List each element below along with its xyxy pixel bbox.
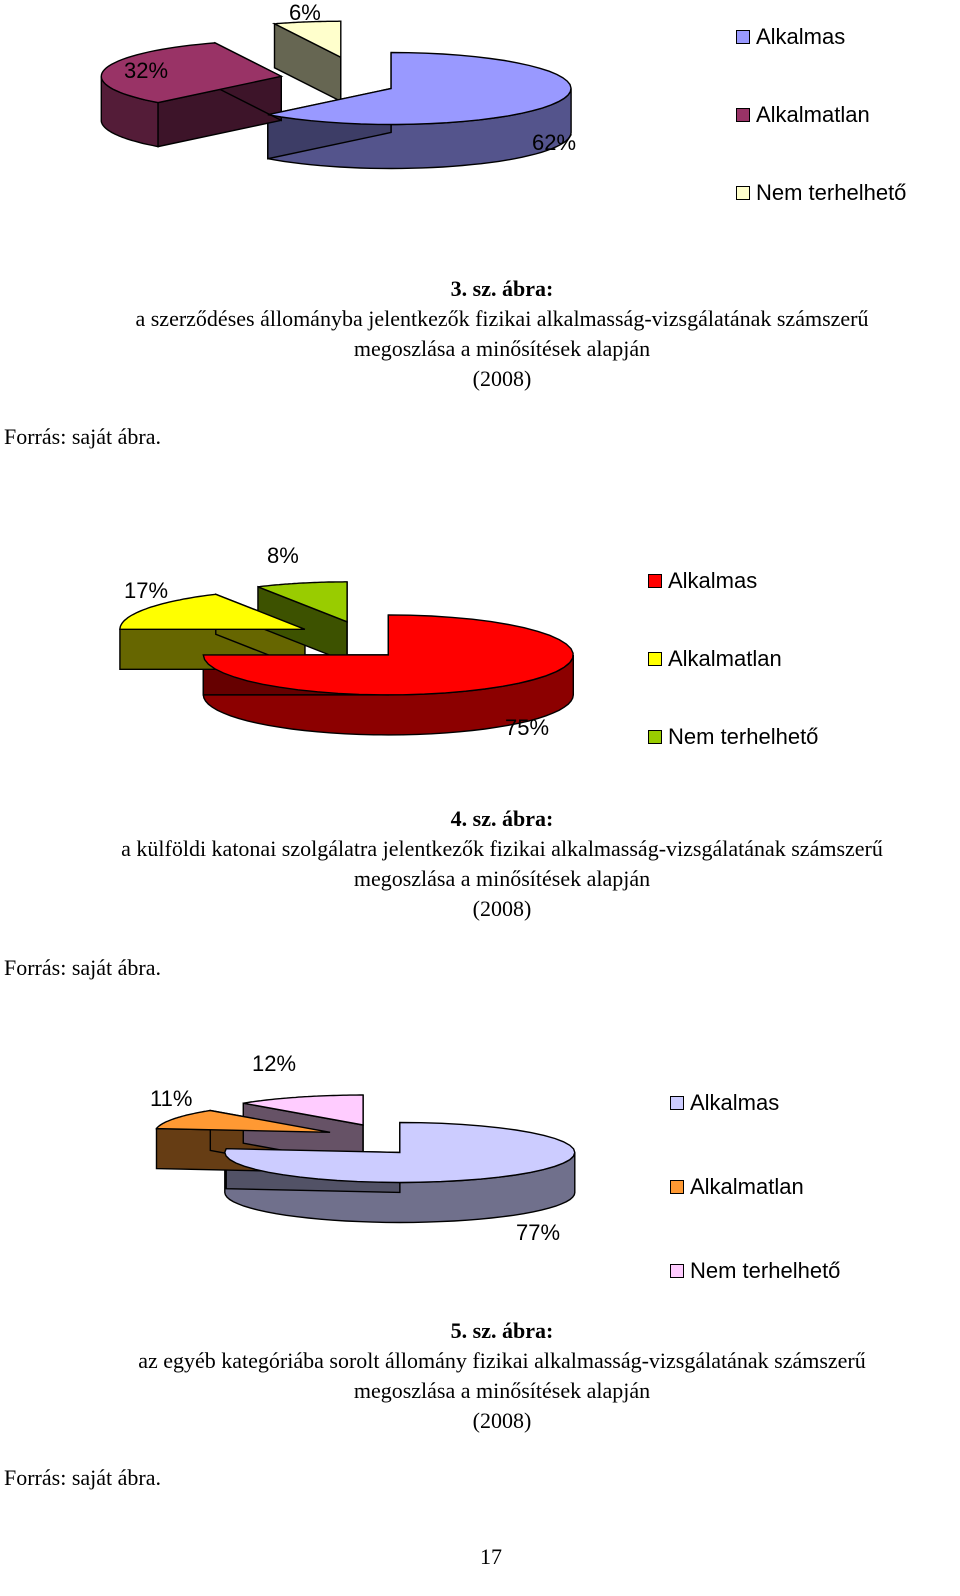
- legend-swatch: [670, 1096, 684, 1110]
- pie-slice-2: [243, 1094, 364, 1126]
- legend-item-alkalmas: Alkalmas: [670, 1090, 779, 1116]
- pie-chart-3-canvas: 62% 32% 6%: [100, 0, 576, 170]
- pie-slice-1: [155, 1109, 331, 1133]
- legend-label: Alkalmas: [756, 24, 846, 49]
- figure-5-source: Forrás: saját ábra.: [4, 1465, 161, 1490]
- legend-item-nem-terhelheto: Nem terhelhető: [648, 724, 818, 750]
- caption-line: (2008): [472, 366, 532, 391]
- pie-slice-1: [119, 593, 306, 630]
- legend-item-alkalmas: Alkalmas: [736, 24, 845, 50]
- pie-slice-label-1: 32%: [124, 58, 168, 83]
- pie-slice-label-2: 12%: [252, 1051, 296, 1076]
- pie-slice-0: [202, 614, 574, 696]
- legend-swatch: [736, 30, 750, 44]
- legend-label: Alkalmatlan: [690, 1174, 804, 1199]
- figure-3-caption: 3. sz. ábra: a szerződéses állományba je…: [0, 274, 960, 394]
- legend-swatch: [648, 574, 662, 588]
- pie-slice-label-2: 8%: [267, 543, 299, 568]
- pie-chart-figure-5: 77% 11% 12% Alkalmas Alkalmatlan Nem terhe…: [0, 1040, 960, 1290]
- pie-slice-label-2: 6%: [289, 0, 321, 25]
- legend-item-nem-terhelheto: Nem terhelhető: [736, 180, 906, 206]
- pie-slice-label-1: 11%: [150, 1086, 192, 1111]
- figure-5-caption: 5. sz. ábra: az egyéb kategóriába sorolt…: [0, 1316, 960, 1436]
- pie-slice-2: [271, 20, 342, 59]
- caption-line: az egyéb kategóriába sorolt állomány fiz…: [138, 1348, 866, 1373]
- figure-3-source: Forrás: saját ábra.: [4, 424, 161, 449]
- legend-item-nem-terhelheto: Nem terhelhető: [670, 1258, 840, 1284]
- caption-number: 5. sz. ábra:: [450, 1318, 554, 1343]
- caption-number: 4. sz. ábra:: [450, 806, 554, 831]
- caption-line: a külföldi katonai szolgálatra jelentkez…: [121, 836, 883, 861]
- pie-chart-figure-3: 62% 32% 6% Alkalmas Alkalmatlan Nem terhel…: [0, 0, 960, 210]
- caption-line: (2008): [472, 896, 532, 921]
- legend-swatch: [736, 108, 750, 122]
- legend-label: Nem terhelhető: [690, 1258, 841, 1283]
- figure-4-source: Forrás: saját ábra.: [4, 955, 161, 980]
- page-number: 17: [480, 1544, 502, 1569]
- legend-item-alkalmas: Alkalmas: [648, 568, 757, 594]
- pie-slice-2: [257, 581, 348, 623]
- caption-number: 3. sz. ábra:: [450, 276, 554, 301]
- pie-slice-label-1: 17%: [124, 578, 168, 603]
- pie-slice-0: [267, 51, 572, 126]
- legend-label: Alkalmas: [668, 568, 758, 593]
- legend-swatch: [736, 186, 750, 200]
- caption-line: megoszlása a minősítések alapján: [353, 866, 651, 891]
- legend-swatch: [648, 730, 662, 744]
- legend-swatch: [648, 652, 662, 666]
- caption-line: megoszlása a minősítések alapján: [353, 1378, 651, 1403]
- pie-slice-1: [100, 42, 284, 104]
- legend-swatch: [670, 1180, 684, 1194]
- legend-item-alkalmatlan: Alkalmatlan: [736, 102, 870, 128]
- legend-label: Nem terhelhető: [668, 724, 819, 749]
- legend-swatch: [670, 1264, 684, 1278]
- caption-line: (2008): [472, 1408, 532, 1433]
- legend-label: Alkalmatlan: [756, 102, 870, 127]
- figure-4-caption: 4. sz. ábra: a külföldi katonai szolgála…: [0, 804, 960, 924]
- pie-chart-figure-4: 75% 17% 8% Alkalmas Alkalmatlan Nem terhel…: [0, 536, 960, 752]
- pie-chart-5-canvas: 77% 11% 12%: [150, 1051, 576, 1245]
- caption-line: megoszlása a minősítések alapján: [353, 336, 651, 361]
- caption-line: a szerződéses állományba jelentkezők fiz…: [135, 306, 869, 331]
- pie-chart-4-canvas: 75% 17% 8%: [119, 543, 574, 740]
- legend-label: Nem terhelhető: [756, 180, 907, 205]
- pie-slice-label-0: 75%: [505, 715, 549, 740]
- pie-slice-label-0: 77%: [516, 1220, 560, 1245]
- legend-item-alkalmatlan: Alkalmatlan: [670, 1174, 804, 1200]
- legend-label: Alkalmas: [690, 1090, 780, 1115]
- legend-item-alkalmatlan: Alkalmatlan: [648, 646, 782, 672]
- pie-slice-0: [224, 1121, 576, 1184]
- legend-label: Alkalmatlan: [668, 646, 782, 671]
- pie-slice-label-0: 62%: [532, 130, 576, 155]
